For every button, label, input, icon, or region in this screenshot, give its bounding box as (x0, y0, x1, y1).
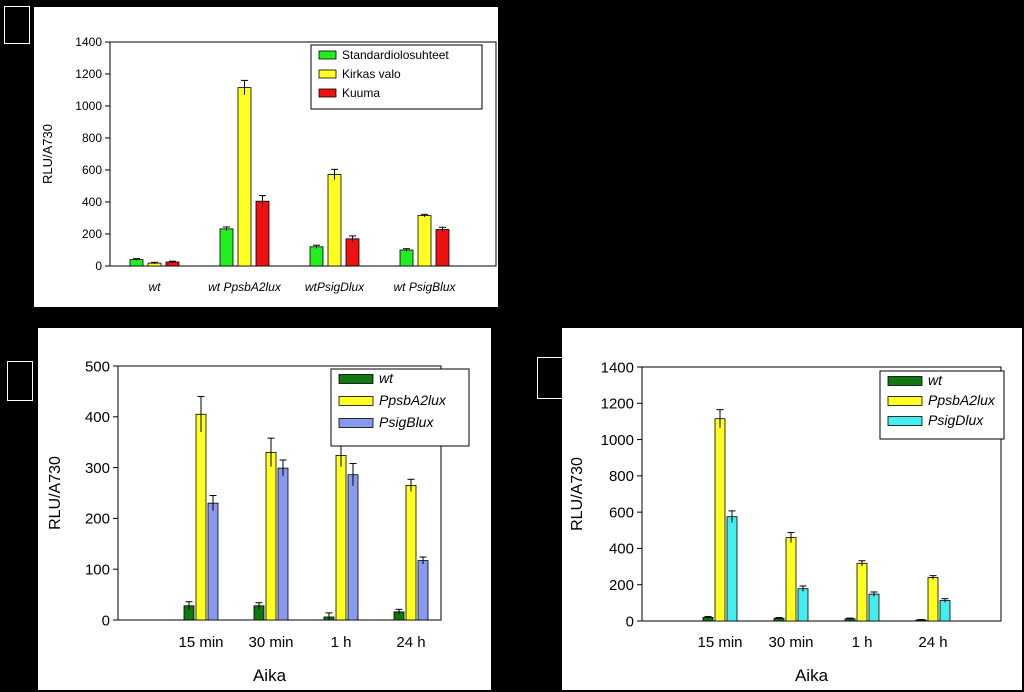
bottom-right-bar (939, 600, 951, 622)
top-x-tick-label: wt PsigBlux (393, 280, 456, 294)
chart-top-svg: 0 200 400 600 800 1000 1200 1400 RLU/A730 wt wt Pp… (40, 35, 497, 294)
top-x-tick-label: wtPsigDlux (305, 280, 365, 294)
bottom-left-x-tick-label: 1 h (331, 634, 352, 651)
bottom-left-legend-label: PpsbA2lux (379, 392, 447, 408)
top-y-tick-label: 0 (95, 259, 102, 273)
bottom-right-bar (797, 588, 809, 622)
panel-label-box-a (4, 6, 30, 44)
top-bar (345, 238, 360, 267)
bottom-left-bar (195, 413, 207, 621)
bottom-left-legend-swatch (338, 396, 374, 406)
top-legend-swatch (318, 69, 337, 79)
panel-label-box-b (7, 361, 33, 401)
top-legend-swatch (318, 88, 337, 98)
bottom-right-y-tick-label: 1000 (601, 432, 634, 449)
bottom-right-y-tick-label: 200 (609, 577, 634, 594)
top-legend-swatch (318, 50, 337, 60)
top-y-tick-label: 1400 (75, 35, 102, 49)
bottom-right-bar (856, 562, 868, 622)
top-bar (219, 228, 234, 267)
top-bar (435, 229, 450, 267)
bottom-right-legend-label: PpsbA2lux (928, 392, 996, 408)
chart-bottom-right-svg: 0 200 400 600 800 1000 1200 1400 RLU/A730 Aika 15 … (569, 359, 1005, 685)
bottom-right-plot-frame (641, 366, 1002, 622)
bottom-right-legend-label: PsigDlux (928, 412, 984, 428)
bottom-left-legend-swatch (338, 418, 374, 428)
bottom-right-y-tick-label: 1400 (601, 359, 634, 376)
chart-panel-top: 0 200 400 600 800 1000 1200 1400 RLU/A730 wt wt Pp… (34, 7, 498, 307)
bottom-right-x-tick-label: 24 h (918, 634, 947, 651)
bottom-left-y-tick-label: 0 (102, 612, 110, 629)
bottom-left-legend-label: PsigBlux (379, 414, 434, 430)
bottom-left-x-tick-label: 30 min (248, 634, 293, 651)
bottom-left-bar (207, 502, 219, 621)
bottom-right-y-tick-label: 0 (626, 613, 634, 630)
bottom-right-bar (726, 516, 738, 622)
top-bar (327, 174, 342, 267)
bottom-left-bar (347, 474, 359, 621)
bottom-left-legend-swatch (338, 374, 374, 384)
bottom-right-x-axis-label: Aika (795, 666, 829, 685)
bottom-left-bar (277, 467, 289, 621)
top-x-tick-label: wt PpsbA2lux (208, 280, 282, 294)
bottom-right-bar (785, 537, 797, 622)
bottom-right-bar (927, 577, 939, 622)
bottom-right-bar (868, 593, 880, 622)
top-bar (417, 215, 432, 267)
bottom-right-legend-swatch (887, 376, 923, 386)
bottom-right-x-tick-label: 30 min (768, 634, 813, 651)
bottom-left-y-axis-label: RLU/A730 (47, 456, 64, 530)
top-y-tick-label: 1000 (75, 99, 102, 113)
bottom-right-y-tick-label: 800 (609, 468, 634, 485)
top-y-tick-label: 400 (82, 195, 102, 209)
bottom-left-y-tick-label: 300 (85, 460, 110, 477)
bottom-left-bar (265, 451, 277, 621)
bottom-left-y-tick-label: 200 (85, 511, 110, 528)
bottom-left-y-tick-label: 500 (85, 358, 110, 375)
bottom-right-bar (714, 418, 726, 622)
top-y-tick-label: 800 (82, 131, 102, 145)
bottom-left-y-tick-label: 100 (85, 561, 110, 578)
bottom-left-x-tick-label: 15 min (178, 634, 223, 651)
chart-panel-bottom-left: 0 100 200 300 400 500 RLU/A730 Aika 15 min 30 min… (38, 328, 491, 690)
bottom-right-x-tick-label: 15 min (697, 634, 742, 651)
top-y-tick-label: 1200 (75, 67, 102, 81)
chart-bottom-left-svg: 0 100 200 300 400 500 RLU/A730 Aika 15 min 30 min… (47, 358, 470, 685)
bottom-left-x-axis-label: Aika (253, 666, 287, 685)
chart-panel-bottom-right: 0 200 400 600 800 1000 1200 1400 RLU/A730 Aika 15 … (562, 328, 1022, 690)
bottom-right-y-axis-label: RLU/A730 (569, 457, 586, 531)
bottom-left-bar (335, 455, 347, 621)
bottom-right-legend-label: wt (928, 372, 943, 388)
bottom-right-x-tick-label: 1 h (852, 634, 873, 651)
top-x-tick-label: wt (149, 280, 162, 294)
bottom-left-bar (405, 484, 417, 621)
top-bar (309, 246, 324, 267)
bottom-right-y-tick-label: 600 (609, 504, 634, 521)
bottom-left-legend-label: wt (379, 370, 394, 386)
bottom-left-x-tick-label: 24 h (396, 634, 425, 651)
top-legend-label: Kuuma (342, 86, 380, 100)
panel-label-box-c (537, 357, 563, 399)
top-legend-label: Standardiolosuhteet (342, 48, 449, 62)
top-plot-frame (109, 41, 497, 267)
bottom-right-y-tick-label: 1200 (601, 396, 634, 413)
top-bar (399, 249, 414, 267)
top-y-tick-label: 200 (82, 227, 102, 241)
top-bar (255, 200, 270, 267)
bottom-right-legend-swatch (887, 416, 923, 426)
bottom-right-y-tick-label: 400 (609, 541, 634, 558)
bottom-left-y-tick-label: 400 (85, 409, 110, 426)
bottom-right-legend-swatch (887, 396, 923, 406)
top-legend-label: Kirkas valo (342, 67, 401, 81)
bottom-left-bar (417, 560, 429, 621)
top-y-axis-label: RLU/A730 (40, 124, 55, 184)
top-bar (237, 87, 252, 267)
top-legend-box (310, 44, 483, 110)
top-y-tick-label: 600 (82, 163, 102, 177)
